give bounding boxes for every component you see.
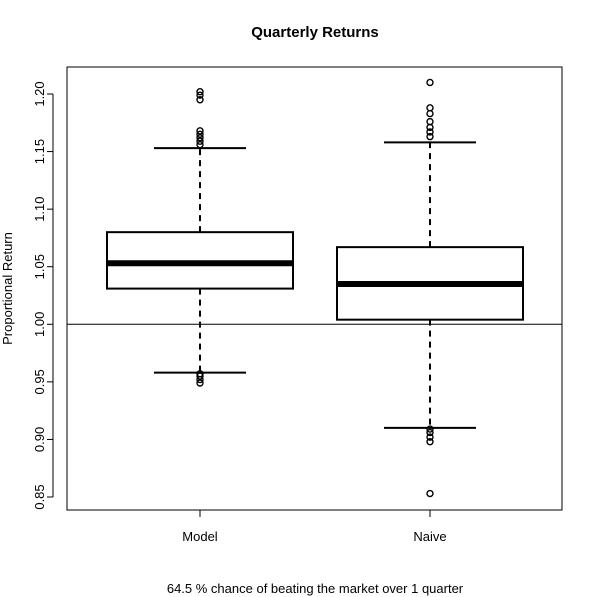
x-axis: Model Naive	[182, 510, 447, 544]
box-model	[106, 87, 294, 387]
y-tick-label: 0.85	[32, 484, 47, 509]
plot-area	[67, 78, 562, 498]
chart-title: Quarterly Returns	[251, 24, 379, 41]
box-naive	[336, 78, 524, 498]
outlier-point	[196, 87, 204, 96]
x-tick-label: Model	[182, 529, 218, 544]
outlier-point	[426, 132, 434, 141]
outlier-point	[196, 127, 204, 135]
outlier-point	[196, 130, 204, 139]
outlier-point	[426, 128, 434, 136]
outlier-point	[196, 96, 204, 104]
outlier-point	[426, 78, 434, 87]
chart-caption: 64.5 % chance of beating the market over…	[167, 581, 464, 596]
outlier-point	[426, 425, 434, 433]
outlier-point	[196, 137, 204, 145]
y-tick-label: 1.10	[32, 196, 47, 221]
outlier-point	[426, 433, 434, 441]
y-tick-label: 1.15	[32, 139, 47, 164]
y-tick-label: 0.95	[32, 369, 47, 394]
outlier-point	[426, 438, 434, 446]
outlier-point	[196, 372, 204, 380]
y-axis-label: Proportional Return	[0, 232, 15, 345]
y-axis: 0.85 0.90 0.95 1.00 1.05 1.10 1.15 1.20	[32, 81, 54, 510]
y-tick-label: 1.20	[32, 81, 47, 106]
outlier-point	[196, 379, 204, 387]
outlier-point	[196, 134, 204, 142]
outlier-point	[426, 489, 434, 498]
y-tick-label: 0.90	[32, 427, 47, 452]
outlier-point	[196, 91, 204, 99]
outlier-point	[426, 104, 434, 112]
outlier-point	[196, 140, 204, 149]
x-tick-label: Naive	[413, 529, 446, 544]
plot-frame	[66, 66, 563, 511]
y-tick-label: 1.05	[32, 254, 47, 279]
y-tick-label: 1.00	[32, 312, 47, 337]
outlier-point	[426, 117, 434, 126]
outlier-point	[426, 428, 434, 437]
outlier-point	[196, 370, 204, 378]
